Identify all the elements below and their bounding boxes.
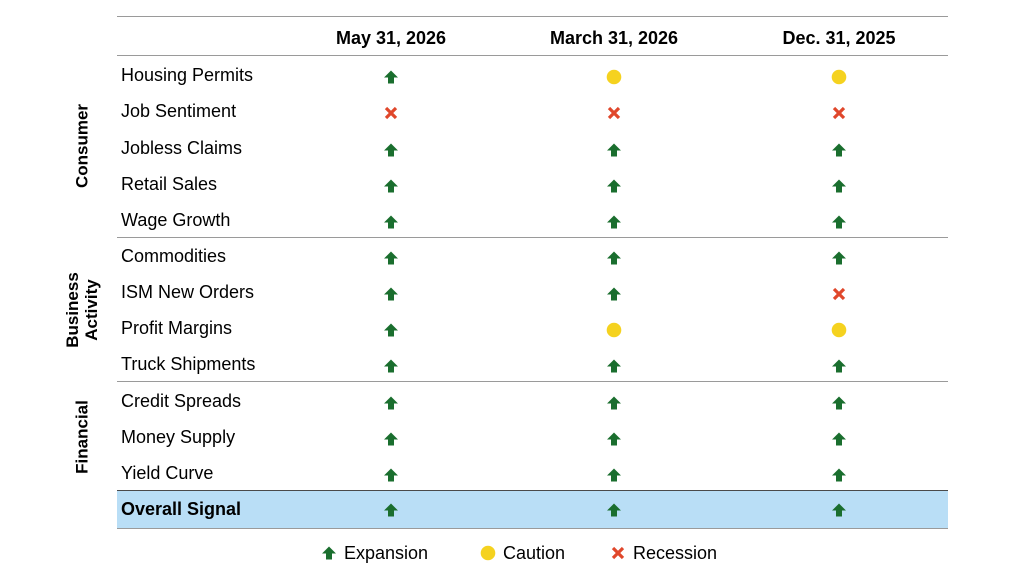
up-arrow-icon <box>383 286 399 302</box>
legend-label: Caution <box>503 543 566 563</box>
up-arrow-icon <box>606 214 622 230</box>
up-arrow-icon <box>606 178 622 194</box>
up-arrow-icon <box>606 395 622 411</box>
indicator-label: Yield Curve <box>121 463 214 483</box>
up-arrow-icon <box>383 250 399 266</box>
indicator-label: Job Sentiment <box>121 101 237 121</box>
row-divider <box>117 16 948 17</box>
legend-item: Expansion <box>321 542 428 564</box>
indicator-label: Retail Sales <box>121 174 218 194</box>
row-divider <box>117 381 948 382</box>
up-arrow-icon <box>831 358 847 374</box>
up-arrow-icon <box>606 467 622 483</box>
up-arrow-icon <box>383 214 399 230</box>
up-arrow-icon <box>383 502 399 518</box>
up-arrow-icon <box>831 214 847 230</box>
up-arrow-icon <box>383 142 399 158</box>
indicator-label: ISM New Orders <box>121 282 255 302</box>
up-arrow-icon <box>606 502 622 518</box>
up-arrow-icon <box>383 431 399 447</box>
up-arrow-icon <box>831 250 847 266</box>
indicator-label: Housing Permits <box>121 65 254 85</box>
x-icon <box>831 105 847 121</box>
group-label: Financial <box>72 400 92 474</box>
column-header: Dec. 31, 2025 <box>782 28 896 48</box>
up-arrow-icon <box>606 286 622 302</box>
row-divider <box>117 55 948 56</box>
indicator-label: Money Supply <box>121 427 236 447</box>
up-arrow-icon <box>606 358 622 374</box>
overall-signal-label: Overall Signal <box>121 499 242 519</box>
up-arrow-icon <box>383 467 399 483</box>
up-arrow-icon <box>321 545 337 561</box>
indicator-label: Wage Growth <box>121 210 231 230</box>
up-arrow-icon <box>383 178 399 194</box>
up-arrow-icon <box>831 178 847 194</box>
legend-item: Recession <box>610 542 717 564</box>
circle-icon <box>606 322 622 338</box>
x-icon <box>606 105 622 121</box>
up-arrow-icon <box>606 142 622 158</box>
column-header: March 31, 2026 <box>549 28 679 48</box>
group-label: Business Activity <box>63 272 101 348</box>
row-divider <box>117 237 948 238</box>
up-arrow-icon <box>606 431 622 447</box>
legend-label: Expansion <box>344 543 429 563</box>
up-arrow-icon <box>383 322 399 338</box>
indicator-label: Commodities <box>121 246 227 266</box>
indicator-label: Truck Shipments <box>121 354 256 374</box>
overall-row-highlight <box>117 490 948 528</box>
circle-icon <box>831 69 847 85</box>
up-arrow-icon <box>831 142 847 158</box>
group-label: Consumer <box>72 103 92 189</box>
up-arrow-icon <box>383 358 399 374</box>
up-arrow-icon <box>383 395 399 411</box>
circle-icon <box>606 69 622 85</box>
x-icon <box>831 286 847 302</box>
legend-label: Recession <box>633 543 718 563</box>
up-arrow-icon <box>831 502 847 518</box>
column-header: May 31, 2026 <box>335 28 447 48</box>
indicator-label: Profit Margins <box>121 318 233 338</box>
indicator-label: Jobless Claims <box>121 138 243 158</box>
legend-item: Caution <box>480 542 565 564</box>
up-arrow-icon <box>831 467 847 483</box>
x-icon <box>610 545 626 561</box>
circle-icon <box>480 545 496 561</box>
row-divider <box>117 490 948 491</box>
row-divider <box>117 528 948 529</box>
up-arrow-icon <box>383 69 399 85</box>
up-arrow-icon <box>831 395 847 411</box>
indicator-label: Credit Spreads <box>121 391 242 411</box>
up-arrow-icon <box>606 250 622 266</box>
x-icon <box>383 105 399 121</box>
up-arrow-icon <box>831 431 847 447</box>
circle-icon <box>831 322 847 338</box>
